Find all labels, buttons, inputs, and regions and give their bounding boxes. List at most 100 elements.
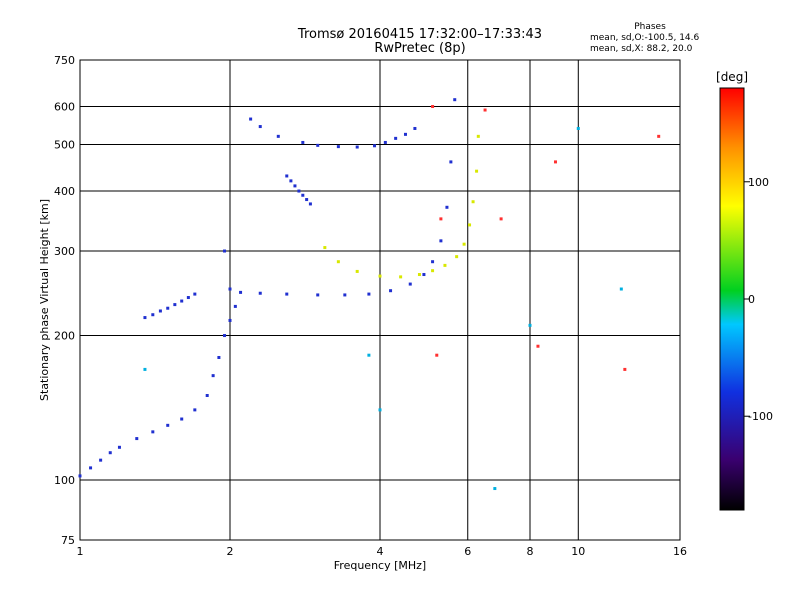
x-axis-label: Frequency [MHz]	[334, 559, 426, 572]
data-point	[422, 273, 426, 277]
data-point	[151, 313, 155, 317]
data-point	[143, 316, 147, 320]
data-point	[476, 134, 480, 138]
data-point	[158, 309, 162, 313]
x-tick-label: 4	[377, 545, 384, 558]
data-point	[99, 458, 103, 462]
data-point	[619, 287, 623, 291]
data-point	[355, 269, 359, 273]
data-point	[249, 117, 253, 121]
data-point	[403, 132, 407, 136]
data-point	[316, 293, 320, 297]
data-point	[289, 179, 293, 183]
chart-subtitle: RwPretec (8p)	[374, 41, 466, 56]
data-point	[180, 299, 184, 303]
y-axis-label: Stationary phase Virtual Height [km]	[38, 199, 51, 401]
data-point	[223, 334, 227, 338]
data-point	[193, 408, 197, 412]
data-point	[301, 193, 305, 197]
data-point	[536, 344, 540, 348]
data-point	[553, 160, 557, 164]
y-tick-label: 300	[54, 245, 75, 258]
data-point	[355, 145, 359, 149]
data-point	[443, 263, 447, 267]
chart-title: Tromsø 20160415 17:32:00–17:33:43	[297, 27, 543, 42]
grid-lines	[80, 60, 680, 540]
data-point	[431, 269, 435, 273]
data-point	[336, 260, 340, 264]
data-point	[389, 289, 393, 293]
data-point	[166, 423, 170, 427]
colorbar	[719, 87, 745, 511]
data-point	[468, 223, 472, 227]
colorbar-ticks: 100 0 -100	[744, 176, 773, 423]
x-axis-ticks: 1 2 4 6 8 10 16	[77, 545, 688, 558]
x-tick-label: 8	[527, 545, 534, 558]
data-point	[135, 437, 139, 441]
data-point	[186, 296, 190, 300]
data-point	[78, 474, 82, 478]
data-point	[439, 239, 443, 243]
data-point	[285, 174, 289, 178]
colorbar-unit-label: [deg]	[716, 70, 748, 84]
data-point	[205, 394, 209, 398]
data-point	[117, 445, 121, 449]
x-tick-label: 6	[464, 545, 471, 558]
data-point	[228, 318, 232, 322]
data-point	[308, 202, 312, 206]
x-tick-label: 1	[77, 545, 84, 558]
colorbar-tick-label: 0	[748, 293, 755, 306]
colorbar-tick-label: -100	[748, 410, 773, 423]
y-tick-label: 200	[54, 330, 75, 343]
data-point	[193, 292, 197, 296]
data-point	[166, 306, 170, 310]
x-tick-label: 2	[227, 545, 234, 558]
x-tick-label: 10	[571, 545, 585, 558]
data-point	[378, 408, 382, 412]
data-point	[211, 374, 215, 378]
data-point	[373, 144, 377, 148]
data-point	[285, 292, 289, 296]
y-tick-label: 400	[54, 185, 75, 198]
colorbar-tick-label: 100	[748, 176, 769, 189]
phases-o-mode: mean, sd,O:-100.5, 14.6	[590, 33, 700, 43]
data-point	[528, 323, 532, 327]
data-point	[239, 290, 243, 294]
data-point	[399, 275, 403, 279]
data-point	[431, 105, 435, 109]
data-point	[439, 217, 443, 221]
data-point	[173, 303, 177, 307]
data-point	[217, 355, 221, 359]
data-point	[453, 98, 457, 102]
data-point	[89, 466, 93, 470]
data-point	[223, 249, 227, 253]
data-point	[455, 255, 459, 259]
y-tick-label: 500	[54, 139, 75, 152]
data-point	[435, 353, 439, 357]
data-point	[233, 304, 237, 308]
data-point	[493, 487, 497, 491]
data-points	[78, 98, 661, 491]
y-tick-label: 600	[54, 101, 75, 114]
data-point	[336, 145, 340, 149]
data-point	[417, 273, 421, 277]
data-point	[462, 242, 466, 246]
data-point	[108, 451, 112, 455]
data-point	[316, 143, 320, 147]
data-point	[323, 246, 327, 250]
data-point	[180, 417, 184, 421]
data-point	[301, 140, 305, 144]
data-point	[228, 287, 232, 291]
data-point	[449, 160, 453, 164]
data-point	[623, 367, 627, 371]
data-point	[297, 189, 301, 193]
data-point	[431, 260, 435, 264]
colorbar-unit: deg	[720, 70, 744, 84]
phases-heading: Phases	[634, 22, 666, 32]
y-tick-label: 750	[54, 54, 75, 67]
data-point	[657, 134, 661, 138]
data-point	[367, 353, 371, 357]
data-point	[413, 126, 417, 130]
data-point	[445, 205, 449, 209]
data-point	[293, 184, 297, 188]
